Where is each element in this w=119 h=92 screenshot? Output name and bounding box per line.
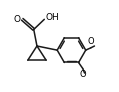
Text: OH: OH (45, 13, 59, 22)
Text: O: O (80, 70, 87, 79)
Text: O: O (14, 15, 21, 24)
Text: O: O (87, 37, 94, 46)
